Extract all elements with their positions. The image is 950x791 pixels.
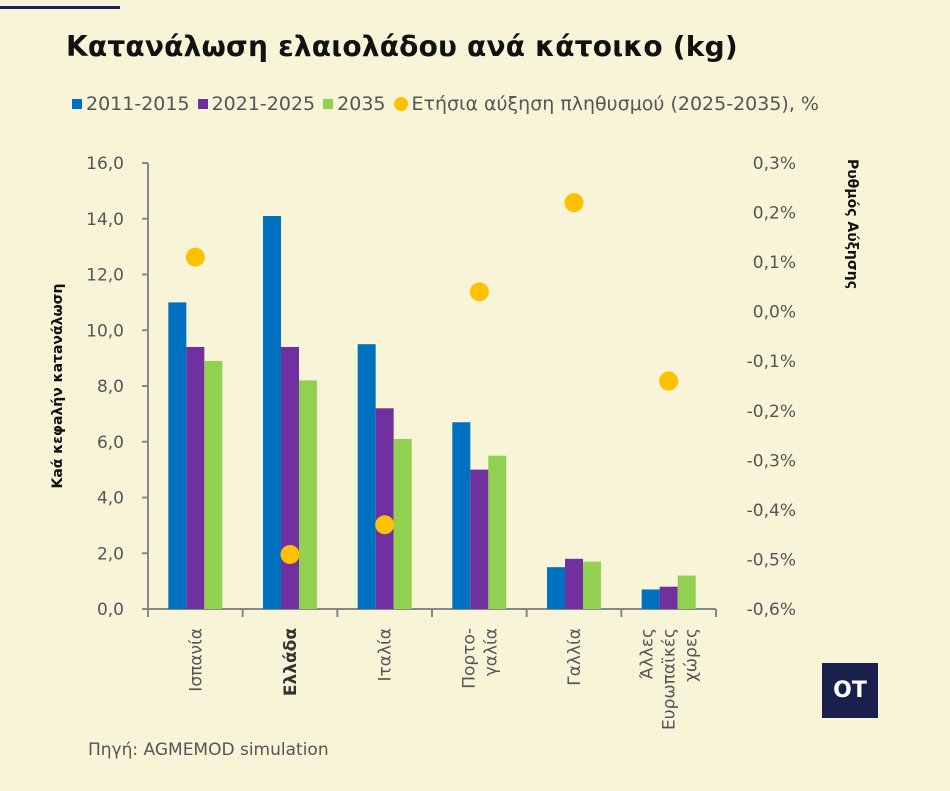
x-tick-label-line: Πορτο- <box>459 628 479 689</box>
y2-tick-label: -0,5% <box>747 550 796 570</box>
y-tick-label: 6,0 <box>97 433 124 453</box>
legend-swatch <box>393 97 408 111</box>
bar-2011-2015 <box>641 589 660 609</box>
legend: 2011-2015 2021-2025 2035 Ετήσια αύξηση πληθ… <box>72 93 827 115</box>
bar-2011-2015 <box>452 422 471 609</box>
bar-2035 <box>677 575 696 609</box>
x-tick-label-line: Ισπανία <box>186 628 206 692</box>
bar-2021-2025 <box>659 586 678 609</box>
bar-2035 <box>299 380 317 609</box>
y2-tick-label: -0,6% <box>747 600 796 620</box>
x-tick-label: Γαλλία <box>565 628 585 686</box>
bar-2021-2025 <box>186 346 205 609</box>
bar-2011-2015 <box>168 302 187 609</box>
y-tick-label: 0,0 <box>97 600 124 620</box>
x-tick-label-line: γαλία <box>481 628 501 676</box>
bar-2021-2025 <box>375 408 394 609</box>
top-accent-line <box>0 6 120 9</box>
y-tick-label: 14,0 <box>86 210 124 230</box>
x-tick-label-line: Ιταλία <box>376 628 396 681</box>
bar-2035 <box>204 360 223 609</box>
y-tick-label: 16,0 <box>86 154 124 174</box>
x-tick-label-line: Ευρωπαϊκές <box>660 628 680 730</box>
legend-item: Ετήσια αύξηση πληθυσμού (2025-2035), % <box>393 93 819 115</box>
x-tick-label: Πορτο-γαλία <box>459 628 501 689</box>
legend-label: Ετήσια αύξηση πληθυσμού (2025-2035), % <box>411 93 819 115</box>
y2-tick-label: 0,2% <box>753 204 796 224</box>
bar-2035 <box>488 455 507 609</box>
y2-tick-label: -0,3% <box>747 451 796 471</box>
chart-title: Κατανάλωση ελαιολάδου ανά κάτοικο (kg) <box>66 30 738 63</box>
bar-2035 <box>583 561 601 609</box>
bar-2021-2025 <box>281 346 299 609</box>
y-tick-label: 2,0 <box>97 544 124 564</box>
x-tick-label: Ελλάδα <box>281 628 301 696</box>
population-growth-point <box>375 515 395 535</box>
y2-tick-label: -0,1% <box>747 352 796 372</box>
y2-tick-label: 0,0% <box>753 303 796 323</box>
ot-logo: OT <box>822 663 878 718</box>
y-tick-label: 8,0 <box>97 377 124 397</box>
y2-tick-label: 0,1% <box>753 253 796 273</box>
legend-label: 2011-2015 <box>86 93 190 115</box>
x-tick-label-line: Άλλες <box>638 628 658 679</box>
legend-label: 2035 <box>337 93 386 115</box>
y2-tick-label: 0,3% <box>753 154 796 174</box>
source-note: Πηγή: AGMEMOD simulation <box>88 740 329 760</box>
legend-item: 2021-2025 <box>197 93 316 115</box>
population-growth-point <box>469 282 489 302</box>
x-tick-label: Ισπανία <box>186 628 206 692</box>
bar-2011-2015 <box>263 215 281 609</box>
legend-item: 2035 <box>323 93 386 115</box>
y-tick-label: 12,0 <box>86 266 124 286</box>
x-tick-label: Ιταλία <box>376 628 396 681</box>
population-growth-point <box>185 247 205 267</box>
legend-label: 2021-2025 <box>211 93 316 115</box>
population-growth-point <box>659 371 679 391</box>
y2-tick-label: -0,2% <box>747 402 796 422</box>
legend-swatch <box>72 99 82 109</box>
y-tick-label: 4,0 <box>97 489 124 509</box>
bar-2011-2015 <box>357 344 376 609</box>
legend-swatch <box>323 99 334 109</box>
x-tick-label-line: Γαλλία <box>565 628 585 686</box>
y2-tick-label: -0,4% <box>747 501 796 521</box>
legend-swatch <box>197 99 208 109</box>
population-growth-point <box>564 193 584 213</box>
x-tick-label: Άλλες Ευρωπαϊκές χώρες <box>638 628 702 730</box>
bar-2021-2025 <box>470 469 489 609</box>
legend-item: 2011-2015 <box>72 93 190 115</box>
x-tick-label-line: Ελλάδα <box>281 628 301 696</box>
y-axis-title: Κaά κεφaλήν κaτaνάλωση <box>50 284 66 489</box>
y2-axis-title: Ρυθμός Αύξησης <box>844 159 860 289</box>
bar-2035 <box>393 438 412 609</box>
y-tick-label: 10,0 <box>86 321 124 341</box>
bar-2021-2025 <box>565 558 583 609</box>
x-tick-label-line: χώρες <box>682 628 702 682</box>
population-growth-point <box>280 544 300 564</box>
bar-2011-2015 <box>547 567 565 609</box>
